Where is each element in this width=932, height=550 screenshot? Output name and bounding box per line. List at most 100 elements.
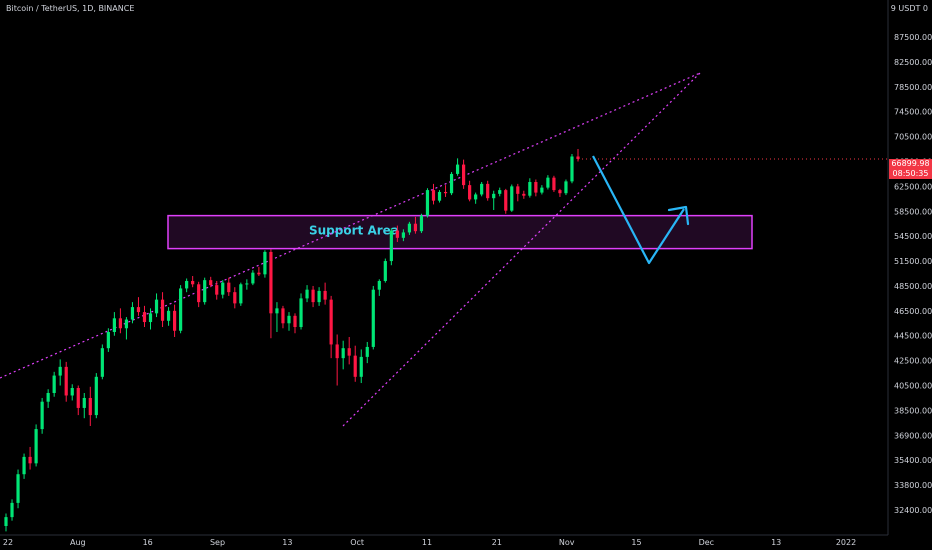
candle-body [335, 344, 339, 359]
current-price: 66899.98 [891, 159, 930, 168]
candle [498, 187, 502, 197]
forecast-path[interactable] [592, 155, 685, 265]
candle-body [516, 186, 520, 194]
y-tick-label: 70500.00 [894, 133, 932, 142]
candle-body [70, 388, 74, 396]
axis-currency-label: 9 USDT 0 [890, 4, 928, 13]
candle [154, 293, 159, 318]
candle-body [124, 319, 129, 329]
candle [365, 341, 369, 364]
candle-body [34, 429, 38, 464]
candle-body [329, 299, 333, 345]
candle-body [347, 348, 351, 356]
current-price-tag: 66899.98 08:50:35 [889, 159, 932, 179]
candle-body [239, 284, 243, 304]
candle [546, 175, 550, 190]
y-tick-label: 38500.00 [894, 406, 932, 415]
candle-body [88, 397, 92, 416]
candle [166, 307, 171, 326]
candle-body [498, 190, 502, 194]
candle-body [576, 156, 580, 159]
lower-wedge-trendline[interactable] [342, 72, 701, 427]
candle [197, 281, 201, 308]
candle-body [468, 185, 472, 200]
candle [486, 180, 490, 201]
candle-body [504, 190, 508, 211]
candle-body [52, 375, 56, 393]
candle [148, 308, 153, 330]
symbol-title: Bitcoin / TetherUS, 1D, BINANCE [6, 4, 135, 13]
candle-body [486, 183, 490, 199]
candle [76, 385, 80, 416]
support-zone[interactable] [167, 214, 753, 250]
candle-body [154, 299, 159, 314]
candle [462, 159, 466, 189]
candle [58, 359, 62, 386]
candle-body [474, 194, 478, 200]
candle-body [203, 280, 207, 303]
candle-body [287, 315, 291, 324]
candle [34, 424, 38, 467]
candle [142, 305, 147, 328]
upper-wedge-trendline[interactable] [0, 72, 701, 379]
candle-body [245, 283, 249, 285]
candle [136, 297, 141, 316]
candle [347, 336, 351, 365]
candle-body [425, 190, 430, 216]
candle [275, 302, 279, 333]
candle [516, 183, 520, 202]
candle-body [94, 376, 98, 416]
y-tick-label: 51500.00 [894, 257, 932, 266]
candle-body [40, 401, 44, 430]
candle [570, 154, 574, 184]
candle-body [305, 289, 309, 299]
candle-body [16, 474, 20, 503]
candle-body [160, 299, 165, 321]
candle-body [251, 272, 255, 284]
candle [251, 270, 255, 286]
y-tick-label: 48500.00 [894, 282, 932, 291]
candle [305, 285, 309, 303]
candle-body [142, 312, 147, 323]
y-tick-label: 54500.00 [894, 232, 932, 241]
candle-body [419, 215, 424, 232]
candle [558, 188, 562, 197]
candle [70, 384, 74, 401]
candle [124, 317, 129, 340]
candle-body [570, 156, 574, 182]
candle-body [492, 193, 496, 199]
candle [263, 250, 267, 278]
x-tick-label: 15 [631, 538, 641, 547]
candle [576, 149, 580, 162]
candle-body [371, 289, 375, 347]
candle-body [118, 318, 122, 329]
candle-body [431, 190, 436, 201]
candle-body [257, 272, 261, 275]
candle-body [179, 288, 183, 331]
candle [407, 221, 412, 235]
candle [191, 275, 195, 288]
candle-body [209, 280, 213, 286]
candle [480, 182, 484, 197]
candle [106, 328, 110, 352]
candle [160, 292, 165, 328]
candle-body [353, 355, 357, 377]
candle-body [522, 193, 526, 196]
candle [112, 312, 116, 336]
x-tick-label: 13 [282, 538, 292, 547]
support-area-label: Support Area [309, 224, 399, 238]
candle [130, 302, 135, 324]
x-tick-label: 13 [771, 538, 781, 547]
candle [245, 279, 249, 290]
candle-body [106, 332, 110, 349]
candle-body [437, 191, 442, 201]
candle-body [112, 318, 116, 333]
candle [203, 277, 207, 305]
y-tick-label: 32400.00 [894, 506, 932, 515]
y-tick-label: 40500.00 [894, 382, 932, 391]
candle-body [534, 182, 538, 193]
candle-body [100, 348, 104, 377]
y-tick-label: 87500.00 [894, 33, 932, 42]
x-tick-label: 22 [3, 538, 13, 547]
